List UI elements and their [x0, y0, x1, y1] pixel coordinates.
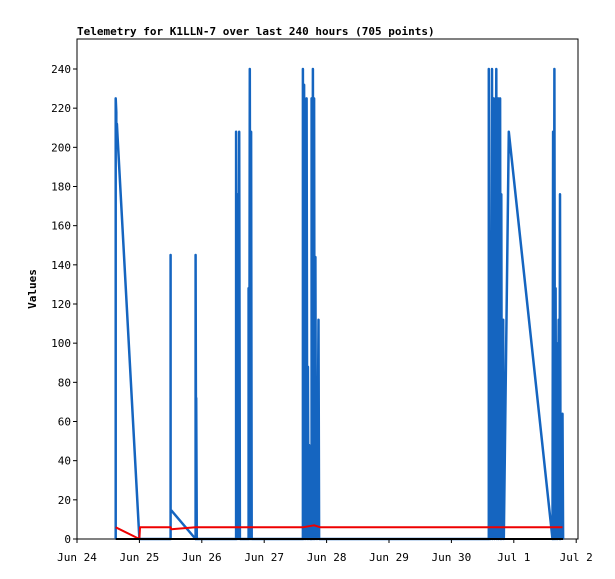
x-tick-label: Jun 27: [244, 551, 284, 564]
y-tick-label: 140: [51, 259, 71, 272]
x-axis: Jun 24 Jun 25 Jun 26 Jun 27 Jun 28 Jun 29 Jun …: [57, 539, 593, 564]
x-tick-label: Jun 30: [432, 551, 472, 564]
y-tick-label: 120: [51, 298, 71, 311]
y-tick-label: 40: [58, 455, 71, 468]
y-tick-label: 0: [64, 533, 71, 546]
y-axis: 0 20 40 60 80 100 120 140 160 180 200 220 240: [51, 63, 77, 546]
y-axis-label: Values: [26, 269, 39, 309]
x-tick-label: Jun 26: [182, 551, 222, 564]
chart-title: Telemetry for K1LLN-7 over last 240 hour…: [77, 25, 435, 38]
y-tick-label: 220: [51, 102, 71, 115]
y-tick-label: 80: [58, 376, 71, 389]
y-tick-label: 240: [51, 63, 71, 76]
x-tick-label: Jul 2: [560, 551, 593, 564]
x-tick-label: Jun 28: [307, 551, 347, 564]
y-tick-label: 60: [58, 416, 71, 429]
data-series-layer: [114, 67, 565, 541]
series-line-2: [115, 524, 563, 540]
y-tick-label: 200: [51, 141, 71, 154]
x-tick-label: Jun 29: [369, 551, 409, 564]
y-tick-label: 160: [51, 220, 71, 233]
y-tick-label: 100: [51, 337, 71, 350]
x-tick-label: Jun 25: [120, 551, 160, 564]
x-tick-label: Jun 24: [57, 551, 97, 564]
y-tick-label: 20: [58, 494, 71, 507]
series-line-1: [114, 67, 565, 541]
y-tick-label: 180: [51, 181, 71, 194]
x-tick-label: Jul 1: [497, 551, 530, 564]
